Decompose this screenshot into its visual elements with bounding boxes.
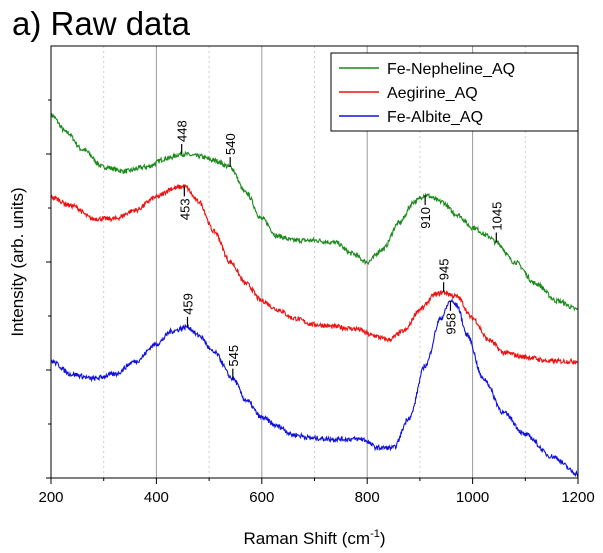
peak-label-453: 453 [177, 198, 192, 220]
x-axis-label-superscript: -1 [370, 528, 380, 540]
series-layer [50, 113, 579, 478]
x-tick-label-1200: 1200 [561, 489, 594, 506]
peak-label-540: 540 [223, 133, 238, 155]
x-tick-label-200: 200 [38, 489, 63, 506]
peak-label-448: 448 [175, 120, 190, 142]
chart-title: a) Raw data [12, 5, 190, 42]
peak-label-945: 945 [437, 259, 452, 281]
axis-layer: 200 400 600 800 1000 1200 [38, 99, 595, 506]
x-tick-label-800: 800 [355, 489, 380, 506]
legend: Fe-Nepheline_AQ Aegirine_AQ Fe-Albite_AQ [330, 52, 579, 132]
y-axis-label: Intensity (arb. units) [8, 187, 27, 336]
x-axis-label-end: ) [380, 529, 386, 548]
x-axis-label: Raman Shift (cm-1) [243, 528, 385, 548]
x-tick-label-400: 400 [144, 489, 169, 506]
peak-labels-layer: 448 540 910 1045 453 945 459 545 958 [175, 120, 504, 379]
x-axis-label-main: Raman Shift (cm [243, 529, 370, 548]
x-tick-label-600: 600 [249, 489, 274, 506]
x-tick-label-1000: 1000 [456, 489, 489, 506]
peak-label-910: 910 [418, 207, 433, 229]
peak-label-958: 958 [443, 313, 458, 335]
peak-label-545: 545 [226, 345, 241, 367]
legend-entry-2: Fe-Albite_AQ [387, 109, 483, 126]
legend-entry-1: Aegirine_AQ [387, 85, 478, 102]
peak-label-1045: 1045 [489, 202, 504, 231]
series-line-0 [50, 113, 579, 312]
peak-label-459: 459 [180, 293, 195, 315]
series-line-1 [50, 183, 579, 366]
legend-entry-0: Fe-Nepheline_AQ [387, 61, 515, 78]
series-line-2 [50, 298, 579, 478]
